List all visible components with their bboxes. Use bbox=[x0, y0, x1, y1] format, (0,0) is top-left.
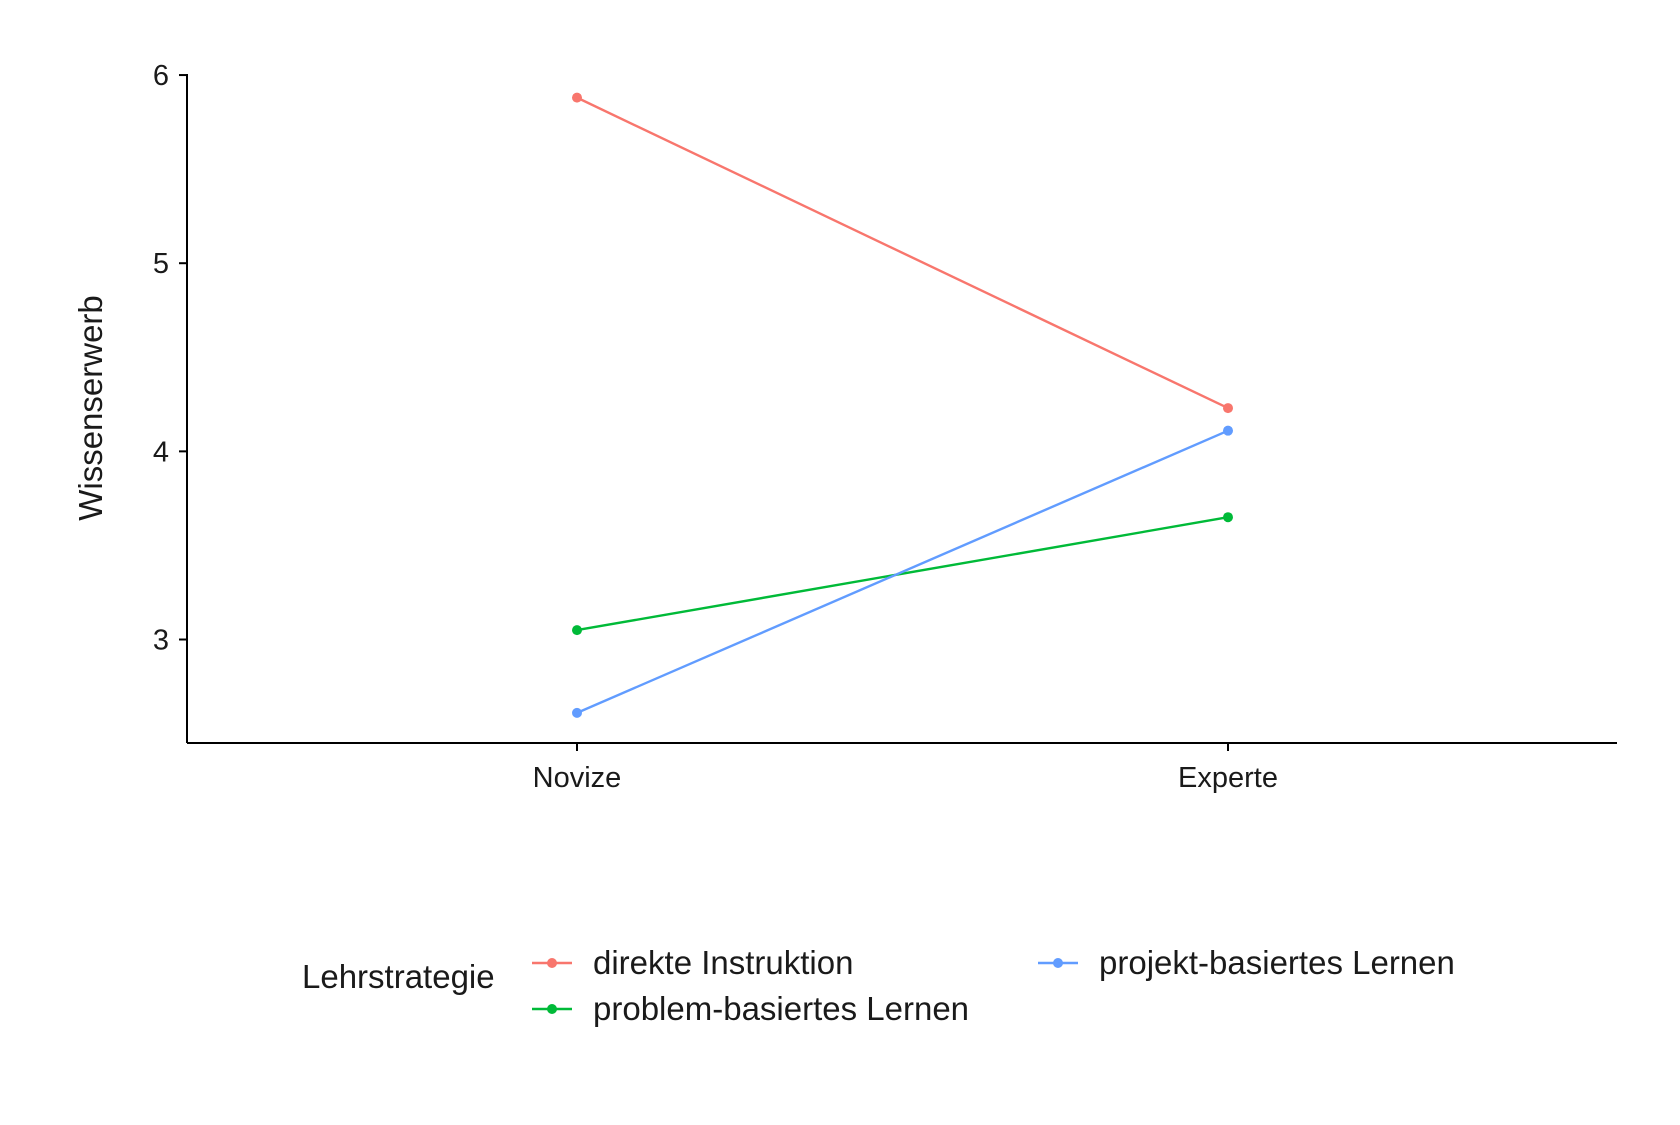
data-point bbox=[1223, 403, 1233, 414]
data-point bbox=[572, 707, 582, 718]
legend-title: Lehrstrategie bbox=[302, 958, 495, 995]
y-tick-label: 4 bbox=[153, 436, 169, 468]
y-tick-label: 6 bbox=[153, 60, 169, 92]
data-point bbox=[1223, 512, 1233, 523]
legend-label: projekt-basiertes Lernen bbox=[1099, 944, 1455, 981]
series-line bbox=[576, 516, 1229, 632]
data-point bbox=[572, 92, 582, 103]
x-tick-label: Experte bbox=[1178, 762, 1278, 794]
y-axis-title: Wissenserwerb bbox=[72, 295, 109, 521]
legend-key-point bbox=[1053, 958, 1063, 968]
data-point bbox=[1223, 425, 1233, 436]
y-tick-label: 3 bbox=[153, 625, 169, 657]
y-tick-label: 5 bbox=[153, 248, 169, 280]
legend-label: problem-basiertes Lernen bbox=[593, 990, 969, 1027]
legend-label: direkte Instruktion bbox=[593, 944, 853, 981]
legend-key-point bbox=[547, 1004, 557, 1014]
x-tick-label: Novize bbox=[533, 762, 622, 794]
legend-key-point bbox=[547, 958, 557, 968]
series-line bbox=[576, 96, 1229, 410]
series-line bbox=[576, 429, 1229, 714]
data-point bbox=[572, 625, 582, 636]
